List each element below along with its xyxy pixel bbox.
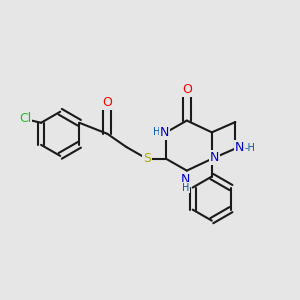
Text: N: N [210, 151, 220, 164]
Text: N: N [160, 126, 169, 139]
Text: H: H [182, 183, 189, 193]
Text: S: S [143, 152, 151, 165]
Text: N: N [235, 141, 244, 154]
Text: O: O [182, 83, 192, 96]
Text: -H: -H [245, 143, 256, 153]
Text: O: O [102, 95, 112, 109]
Text: H: H [153, 127, 160, 137]
Text: N: N [181, 173, 190, 186]
Text: Cl: Cl [19, 112, 31, 125]
